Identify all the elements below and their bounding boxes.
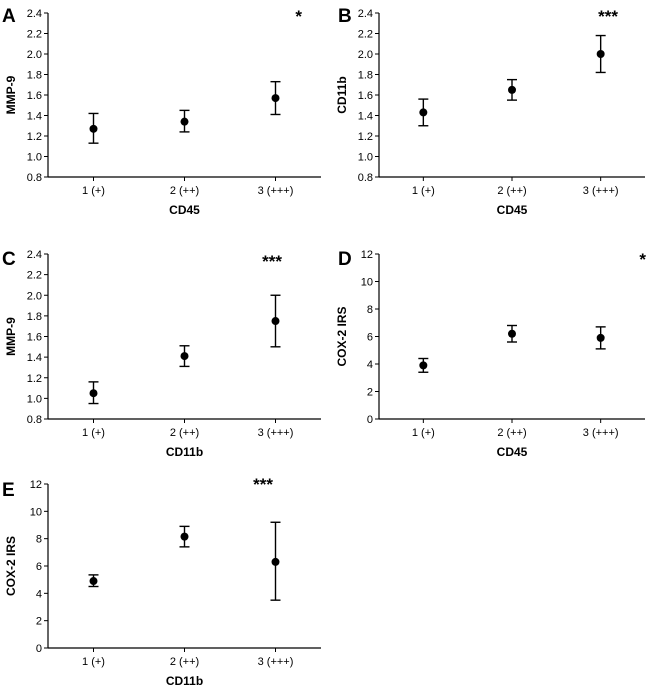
mean-point — [596, 50, 605, 58]
x-tick-label: 2 (++) — [170, 656, 199, 668]
significance-marker: * — [295, 7, 302, 26]
panel-letter: B — [338, 6, 352, 27]
y-tick-label: 4 — [36, 588, 42, 600]
y-tick-label: 6 — [36, 561, 42, 573]
panel-letter: E — [2, 480, 15, 501]
y-tick-label: 2.4 — [358, 8, 373, 20]
mean-point — [180, 117, 189, 126]
mean-point — [419, 108, 428, 117]
x-tick-label: 2 (++) — [170, 185, 199, 197]
panel-letter: D — [338, 249, 352, 270]
y-tick-label: 2.2 — [27, 270, 42, 282]
y-tick-label: 1.0 — [27, 393, 42, 405]
y-tick-label: 1.8 — [27, 70, 42, 82]
panel-a: 0.8 1.0 1.2 1.4 1.6 1.8 2.0 2.2 2.4 1 (+) 2 (++) 3 … — [2, 6, 321, 217]
mean-point — [89, 389, 98, 398]
y-tick-label: 0 — [367, 414, 373, 426]
y-tick-label: 1.8 — [27, 311, 42, 323]
mean-point — [271, 557, 280, 566]
y-tick-label: 1.2 — [358, 131, 373, 143]
mean-point — [508, 85, 516, 94]
y-tick-label: 2.2 — [358, 29, 373, 41]
mean-point — [419, 361, 428, 370]
y-axis-title: MMP-9 — [4, 75, 18, 114]
x-axis-title: CD45 — [497, 445, 528, 459]
x-tick-label: 2 (++) — [497, 427, 526, 439]
y-tick-label: 1.0 — [27, 152, 42, 164]
x-axis-title: CD11b — [166, 674, 203, 688]
x-axis-title: CD45 — [497, 203, 528, 217]
y-tick-label: 2.0 — [358, 49, 373, 61]
mean-point — [508, 329, 516, 338]
y-tick-label: 2.0 — [27, 49, 42, 61]
significance-marker: *** — [598, 7, 618, 26]
x-tick-label: 3 (+++) — [258, 427, 294, 439]
y-tick-label: 8 — [36, 534, 42, 546]
y-axis-title: COX-2 IRS — [4, 536, 18, 596]
panel-d: 0 2 4 6 8 10 12 1 (+) 2 (++) 3 (+++) CD45 COX-2 IRS… — [335, 249, 646, 459]
y-tick-label: 10 — [361, 277, 373, 289]
mean-point — [271, 94, 280, 103]
mean-point — [180, 352, 189, 361]
y-tick-label: 1.2 — [27, 131, 42, 143]
y-axis-title: COX-2 IRS — [335, 306, 349, 366]
y-tick-label: 6 — [367, 332, 373, 344]
y-tick-label: 1.4 — [358, 111, 373, 123]
y-tick-label: 8 — [367, 304, 373, 316]
significance-marker: *** — [253, 475, 273, 494]
x-axis-title: CD11b — [166, 445, 203, 459]
y-tick-label: 1.0 — [358, 152, 373, 164]
y-tick-label: 1.6 — [358, 90, 373, 102]
x-tick-label: 3 (+++) — [258, 185, 294, 197]
y-tick-label: 1.6 — [27, 90, 42, 102]
x-tick-label: 1 (+) — [412, 185, 435, 197]
mean-point — [180, 532, 189, 541]
y-tick-label: 1.4 — [27, 111, 42, 123]
y-tick-label: 12 — [361, 249, 373, 261]
mean-point — [89, 577, 98, 586]
y-tick-label: 0.8 — [27, 414, 42, 426]
x-tick-label: 1 (+) — [82, 185, 105, 197]
y-tick-label: 12 — [30, 479, 42, 491]
x-tick-label: 1 (+) — [412, 427, 435, 439]
y-tick-label: 2.2 — [27, 29, 42, 41]
y-tick-label: 0 — [36, 643, 42, 655]
panel-letter: C — [2, 249, 16, 270]
y-tick-label: 1.2 — [27, 373, 42, 385]
y-tick-label: 2 — [367, 387, 373, 399]
y-tick-label: 0.8 — [27, 172, 42, 184]
x-tick-label: 3 (+++) — [258, 656, 294, 668]
y-tick-label: 2.0 — [27, 290, 42, 302]
y-tick-label: 2.4 — [27, 249, 42, 261]
mean-point — [89, 124, 98, 133]
panel-e: 0 2 4 6 8 10 12 1 (+) 2 (++) 3 (+++) CD11b COX-2 IR… — [2, 475, 321, 688]
mean-point — [271, 317, 280, 326]
panel-letter: A — [2, 6, 16, 27]
y-tick-label: 1.4 — [27, 352, 42, 364]
significance-marker: * — [639, 250, 646, 269]
x-tick-label: 3 (+++) — [583, 427, 619, 439]
y-tick-label: 1.8 — [358, 70, 373, 82]
y-tick-label: 10 — [30, 506, 42, 518]
y-tick-label: 1.6 — [27, 332, 42, 344]
significance-marker: *** — [262, 252, 282, 271]
x-tick-label: 3 (+++) — [583, 185, 619, 197]
y-axis-title: MMP-9 — [4, 317, 18, 356]
panel-b: 0.8 1.0 1.2 1.4 1.6 1.8 2.0 2.2 2.4 1 (+) 2 (++) 3 … — [335, 6, 645, 217]
y-tick-label: 0.8 — [358, 172, 373, 184]
x-tick-label: 2 (++) — [170, 427, 199, 439]
y-tick-label: 2 — [36, 616, 42, 628]
mean-point — [596, 333, 605, 342]
panel-c: 0.8 1.0 1.2 1.4 1.6 1.8 2.0 2.2 2.4 1 (+) 2 (++) 3 … — [2, 249, 321, 459]
y-axis-title: CD11b — [335, 76, 349, 113]
x-tick-label: 1 (+) — [82, 656, 105, 668]
x-tick-label: 2 (++) — [497, 185, 526, 197]
x-tick-label: 1 (+) — [82, 427, 105, 439]
y-tick-label: 2.4 — [27, 8, 42, 20]
y-tick-label: 4 — [367, 359, 373, 371]
x-axis-title: CD45 — [169, 203, 200, 217]
